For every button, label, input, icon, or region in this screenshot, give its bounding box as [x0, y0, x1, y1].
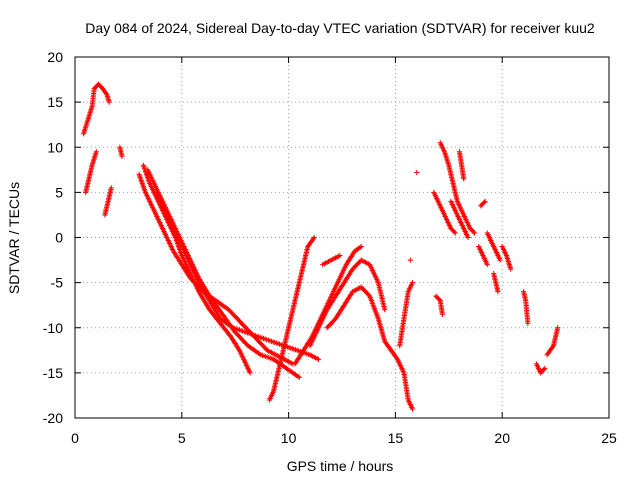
data-point [436, 296, 442, 303]
grid-lines [75, 57, 609, 418]
data-point [93, 149, 99, 155]
data-point [470, 229, 476, 235]
y-tick-label: 20 [47, 49, 63, 65]
y-tick-label: -20 [43, 410, 63, 426]
data-point [108, 185, 114, 191]
data-point [315, 356, 322, 362]
y-tick-label: 15 [47, 94, 63, 110]
y-tick-labels: -20 -15 -10 -5 0 5 10 15 20 [43, 49, 63, 426]
x-tick-label: 5 [178, 430, 186, 446]
data-points [80, 81, 561, 412]
data-point [451, 229, 457, 235]
data-point [541, 366, 547, 373]
data-point [484, 261, 490, 268]
y-tick-label: 0 [55, 230, 63, 246]
data-point [497, 257, 503, 263]
y-tick-label: 10 [47, 139, 63, 155]
data-point [439, 311, 445, 317]
data-point [366, 292, 372, 298]
x-tick-label: 20 [494, 430, 510, 446]
data-point [495, 289, 501, 295]
x-axis-label: GPS time / hours [287, 458, 394, 474]
y-tick-label: -10 [43, 320, 63, 336]
data-point [409, 280, 416, 286]
data-point [452, 230, 458, 236]
data-point [247, 370, 253, 376]
data-point [311, 234, 317, 241]
data-point [471, 230, 478, 236]
data-point [382, 307, 388, 313]
data-point [409, 406, 416, 412]
chart-title: Day 084 of 2024, Sidereal Day-to-day VTE… [85, 20, 595, 36]
data-point [525, 320, 531, 326]
y-tick-label: -5 [51, 275, 64, 291]
data-point [461, 176, 467, 182]
data-point [465, 234, 471, 241]
y-axis-label: SDTVAR / TECUs [6, 182, 22, 294]
plot-frame [74, 56, 610, 419]
data-point [337, 252, 343, 259]
data-point [358, 243, 364, 250]
data-point [414, 169, 420, 176]
x-tick-label: 10 [281, 430, 297, 446]
data-point [542, 365, 548, 371]
x-tick-label: 15 [388, 430, 404, 446]
x-tick-labels: 0 5 10 15 20 25 [71, 430, 617, 446]
x-tick-label: 0 [71, 430, 79, 446]
data-point [555, 325, 561, 331]
data-point [479, 202, 485, 208]
x-tick-label: 25 [601, 430, 617, 446]
data-point [119, 153, 125, 159]
data-point [407, 257, 413, 263]
data-point [508, 266, 514, 272]
data-point [478, 203, 484, 209]
data-point [106, 99, 112, 105]
y-tick-label: 5 [55, 184, 63, 200]
data-point [296, 374, 302, 380]
y-tick-label: -15 [43, 365, 63, 381]
